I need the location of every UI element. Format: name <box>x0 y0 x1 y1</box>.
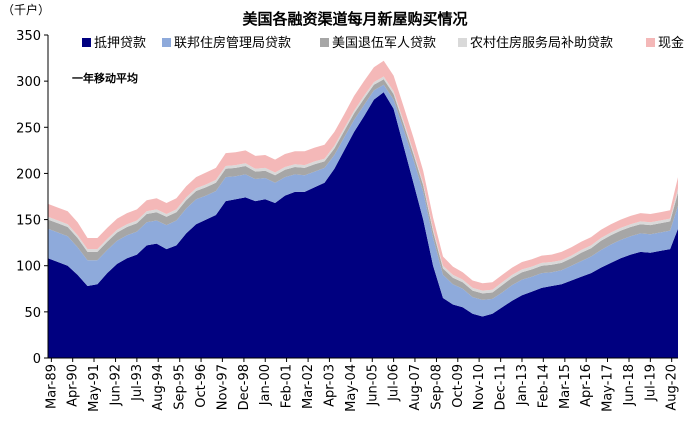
y-ticks: 0 50 100 150 200 250 300 350 <box>16 29 48 367</box>
x-tick-label: Aug-94 <box>151 364 166 411</box>
x-tick-label: Feb-01 <box>280 364 295 408</box>
y-tick-label: 0 <box>33 352 41 367</box>
x-tick-label: Dec-98 <box>237 364 252 410</box>
y-tick-label: 150 <box>16 214 41 229</box>
legend-label-5: 现金 <box>658 35 684 51</box>
x-tick-label: May-91 <box>87 364 102 412</box>
legend-label-4: 农村住房服务局补助贷款 <box>470 35 613 51</box>
x-tick-label: Jun-05 <box>365 364 380 407</box>
x-tick-label: May-17 <box>600 364 615 412</box>
legend-label-2: 联邦住房管理局贷款 <box>174 35 291 51</box>
legend-swatch-5 <box>646 38 655 47</box>
y-tick-label: 300 <box>16 75 41 90</box>
legend-swatch-4 <box>458 38 467 47</box>
x-tick-label: Apr-16 <box>579 364 594 407</box>
legend-swatch-3 <box>320 38 329 47</box>
x-tick-label: Apr-90 <box>66 364 81 407</box>
legend-label-1: 抵押贷款 <box>94 36 146 51</box>
x-ticks: Mar-89 Apr-90 May-91 Jun-92 Jul-93 Aug-94 Sep-… <box>44 358 680 412</box>
x-tick-label: Oct-09 <box>451 364 466 408</box>
x-tick-label: May-04 <box>344 364 359 412</box>
legend: 抵押贷款 联邦住房管理局贷款 美国退伍军人贷款 农村住房服务局补助贷款 现金 <box>82 35 684 51</box>
x-tick-label: Mar-15 <box>558 364 573 409</box>
x-tick-label: Mar-89 <box>44 364 59 409</box>
y-tick-label: 50 <box>24 306 41 321</box>
y-tick-label: 350 <box>16 29 41 44</box>
x-tick-label: Jun-92 <box>109 364 124 407</box>
area-series-1 <box>48 92 678 358</box>
x-tick-label: Dec-11 <box>494 364 509 410</box>
x-tick-label: Jul-06 <box>387 364 402 402</box>
x-tick-label: Jan-13 <box>515 364 530 406</box>
legend-swatch-2 <box>162 38 171 47</box>
x-tick-label: Aug-07 <box>408 364 423 411</box>
x-tick-label: Nov-10 <box>472 364 487 410</box>
x-tick-label: Jul-19 <box>643 364 658 402</box>
y-tick-label: 250 <box>16 121 41 136</box>
axes <box>47 35 678 359</box>
x-tick-label: Apr-03 <box>322 364 337 407</box>
x-tick-label: Sep-08 <box>429 364 444 410</box>
x-tick-label: Sep-95 <box>173 364 188 410</box>
x-tick-label: Aug-20 <box>665 364 680 411</box>
x-tick-label: Nov-97 <box>215 364 230 410</box>
x-tick-label: Feb-14 <box>536 364 551 408</box>
legend-swatch-1 <box>82 38 91 47</box>
x-tick-label: Mar-02 <box>301 364 316 409</box>
chart-title: 美国各融资渠道每月新屋购买情况 <box>242 10 467 28</box>
series-areas <box>48 60 678 358</box>
annotation-moving-average: 一年移动平均 <box>72 71 138 85</box>
y-tick-label: 200 <box>16 167 41 182</box>
y-axis-unit: （千户） <box>2 2 50 17</box>
y-tick-label: 100 <box>16 260 41 275</box>
x-tick-label: Oct-96 <box>194 364 209 408</box>
x-tick-label: Jan-00 <box>258 364 273 406</box>
legend-label-3: 美国退伍军人贷款 <box>332 36 436 51</box>
x-tick-label: Jul-93 <box>130 364 145 402</box>
x-tick-label: Jun-18 <box>622 364 637 407</box>
